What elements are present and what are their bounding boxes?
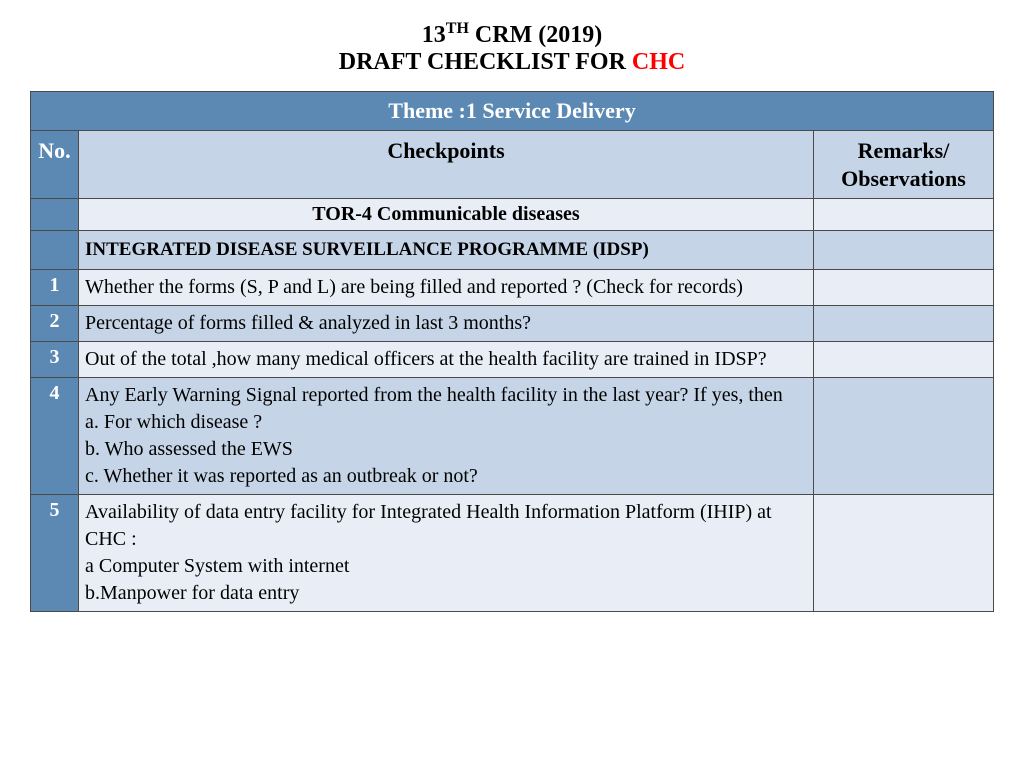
row-number: 3 xyxy=(31,342,79,378)
tor-row: TOR-4 Communicable diseases xyxy=(31,199,994,231)
table-row: 4Any Early Warning Signal reported from … xyxy=(31,378,994,495)
table-row: 2Percentage of forms filled & analyzed i… xyxy=(31,306,994,342)
table-row: 5Availability of data entry facility for… xyxy=(31,495,994,612)
row-remarks xyxy=(813,342,993,378)
tor-no-cell xyxy=(31,199,79,231)
row-checkpoint: Whether the forms (S, P and L) are being… xyxy=(79,270,814,306)
table-row: 3Out of the total ,how many medical offi… xyxy=(31,342,994,378)
programme-no-cell xyxy=(31,231,79,270)
row-remarks xyxy=(813,270,993,306)
row-checkpoint: Any Early Warning Signal reported from t… xyxy=(79,378,814,495)
row-remarks xyxy=(813,306,993,342)
programme-row: INTEGRATED DISEASE SURVEILLANCE PROGRAMM… xyxy=(31,231,994,270)
title-line-1: 13TH CRM (2019) xyxy=(30,20,994,49)
header-row: No. Checkpoints Remarks/ Observations xyxy=(31,131,994,199)
title-super: TH xyxy=(446,20,469,37)
theme-row: Theme :1 Service Delivery xyxy=(31,92,994,131)
theme-cell: Theme :1 Service Delivery xyxy=(31,92,994,131)
tor-remarks-cell xyxy=(813,199,993,231)
row-number: 2 xyxy=(31,306,79,342)
title-rest: CRM (2019) xyxy=(469,22,602,48)
title-line-2: DRAFT CHECKLIST FOR CHC xyxy=(30,49,994,76)
programme-remarks-cell xyxy=(813,231,993,270)
row-number: 5 xyxy=(31,495,79,612)
header-remarks: Remarks/ Observations xyxy=(813,131,993,199)
header-no: No. xyxy=(31,131,79,199)
row-number: 4 xyxy=(31,378,79,495)
title-prefix: 13 xyxy=(422,22,446,48)
row-remarks xyxy=(813,495,993,612)
title-line2b: CHC xyxy=(632,49,685,75)
row-remarks xyxy=(813,378,993,495)
title-line2a: DRAFT CHECKLIST FOR xyxy=(339,49,632,75)
programme-label: INTEGRATED DISEASE SURVEILLANCE PROGRAMM… xyxy=(79,231,814,270)
row-checkpoint: Availability of data entry facility for … xyxy=(79,495,814,612)
row-number: 1 xyxy=(31,270,79,306)
header-checkpoints: Checkpoints xyxy=(79,131,814,199)
row-checkpoint: Percentage of forms filled & analyzed in… xyxy=(79,306,814,342)
checklist-table: Theme :1 Service Delivery No. Checkpoint… xyxy=(30,91,994,612)
row-checkpoint: Out of the total ,how many medical offic… xyxy=(79,342,814,378)
table-row: 1Whether the forms (S, P and L) are bein… xyxy=(31,270,994,306)
title-block: 13TH CRM (2019) DRAFT CHECKLIST FOR CHC xyxy=(30,20,994,76)
tor-label: TOR-4 Communicable diseases xyxy=(79,199,814,231)
